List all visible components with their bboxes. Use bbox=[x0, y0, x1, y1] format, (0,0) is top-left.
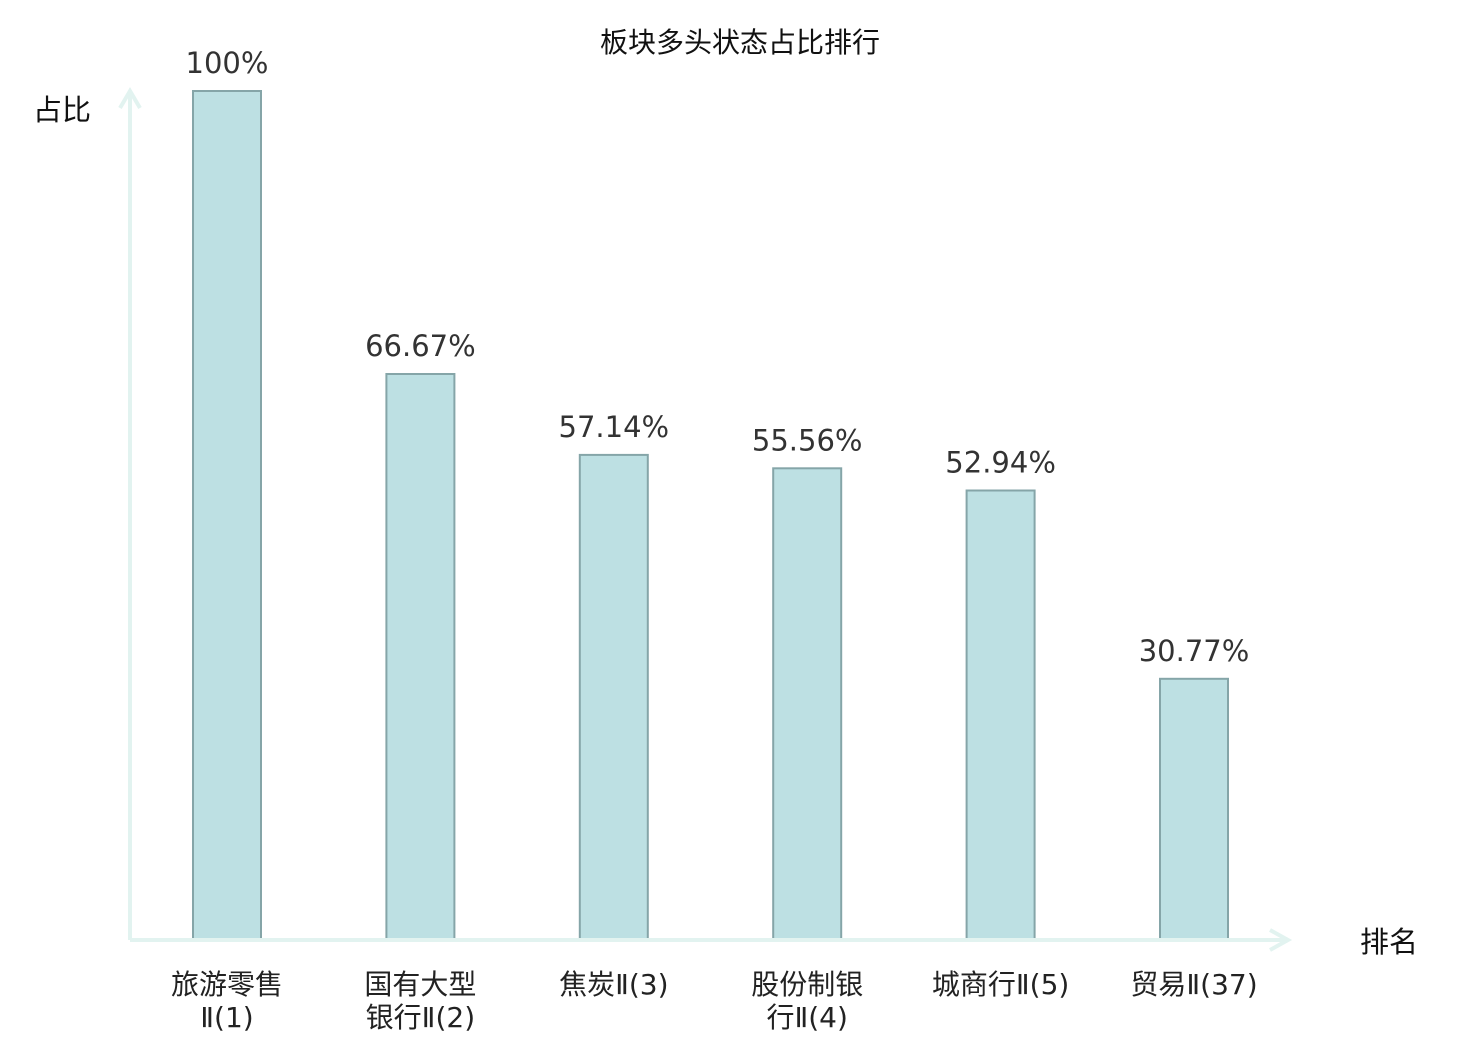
x-axis-arrow bbox=[1269, 928, 1293, 952]
chart-title: 板块多头状态占比排行 bbox=[600, 26, 880, 59]
value-label-2: 66.67% bbox=[365, 329, 476, 363]
bar-5 bbox=[965, 489, 1036, 941]
value-label-4: 55.56% bbox=[752, 423, 863, 457]
category-label-1: 旅游零售 Ⅱ(1) bbox=[171, 968, 283, 1034]
bar-1 bbox=[192, 90, 262, 941]
bar-6 bbox=[1159, 677, 1229, 941]
category-label-3: 焦炭Ⅱ(3) bbox=[559, 968, 668, 1001]
value-label-3: 57.14% bbox=[559, 410, 670, 444]
bar-3 bbox=[578, 453, 649, 941]
y-axis-arrow bbox=[118, 87, 142, 110]
bars-group: 100% 旅游零售 Ⅱ(1) 66.67% 国有大型银行Ⅱ(2) 57.14% 焦炭Ⅱ(3)… bbox=[171, 46, 1258, 1034]
y-axis-label: 占比 bbox=[33, 93, 91, 127]
category-label-5: 城商行Ⅱ(5) bbox=[932, 968, 1069, 1001]
x-axis-label: 排名 bbox=[1360, 925, 1418, 959]
category-label-2: 国有大型银行Ⅱ(2) bbox=[364, 968, 476, 1034]
value-label-6: 30.77% bbox=[1139, 634, 1250, 668]
value-label-1: 100% bbox=[186, 46, 269, 80]
bar-4 bbox=[772, 467, 843, 941]
category-label-4: 股份制银行Ⅱ(4) bbox=[751, 968, 863, 1034]
category-label-6: 贸易Ⅱ(37) bbox=[1130, 968, 1257, 1001]
value-label-5: 52.94% bbox=[945, 446, 1056, 480]
bar-2 bbox=[385, 373, 456, 941]
